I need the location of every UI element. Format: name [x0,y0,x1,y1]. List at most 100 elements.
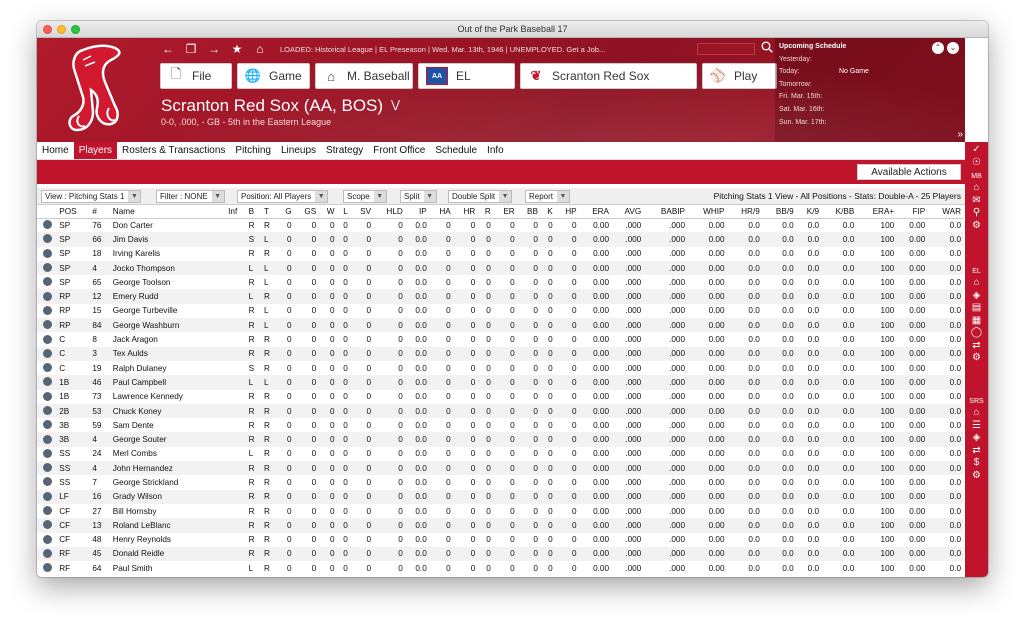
column-header[interactable]: BB [516,205,540,219]
column-header[interactable]: G [277,205,294,219]
menu-front-office[interactable]: Front Office [373,145,426,156]
cell-name[interactable]: Paul Campbell [110,375,227,390]
player-status-icon[interactable] [42,506,52,516]
column-header[interactable]: K/9 [795,205,822,219]
column-header[interactable]: HLD [373,205,405,219]
table-row[interactable]: SP 66 Jim Davis S L 0 0 0 0 0 0 0.0 0 0 0 0 0 0 0 0.00.000.… [37,232,963,247]
player-status-icon[interactable] [42,491,52,501]
menu-players[interactable]: Players [73,142,118,159]
zoom-window-button[interactable] [71,25,80,34]
table-row[interactable]: RF 64 Paul Smith L R 0 0 0 0 0 0 0.0 0 0 0 0 0 0 0 0.00.000… [37,561,963,575]
cell-name[interactable]: Tex Aulds [110,346,227,361]
table-row[interactable]: SP 4 Jocko Thompson L L 0 0 0 0 0 0 0.0 0 0 0 0 0 0 0 0.00.… [37,260,963,276]
chevron-down-icon[interactable]: ⋁ [391,99,401,111]
table-row[interactable]: 1B 73 Lawrence Kennedy R R 0 0 0 0 0 0 0.0 0 0 0 0 0 0 0 0.… [37,390,963,404]
column-header[interactable]: HR/9 [726,205,762,219]
cell-name[interactable]: Jocko Thompson [110,260,227,276]
column-header[interactable]: B [246,205,262,219]
forward-arrow-icon[interactable]: → [208,42,220,56]
check-icon[interactable]: ✓ [972,144,981,155]
cell-name[interactable]: John Hernandez [110,461,227,476]
table-row[interactable]: 1B 46 Paul Campbell L L 0 0 0 0 0 0 0.0 0 0 0 0 0 0 0 0.00.… [37,375,963,390]
league-button[interactable]: AA EL [418,63,515,89]
table-row[interactable]: C 19 Ralph Dulaney S R 0 0 0 0 0 0 0.0 0 0 0 0 0 0 0 0.00.0… [37,361,963,375]
copy-icon[interactable]: ❐ [185,42,197,56]
player-status-icon[interactable] [42,248,52,258]
column-header[interactable]: R [477,205,493,219]
player-status-icon[interactable] [42,291,52,301]
player-status-icon[interactable] [42,420,52,430]
home-icon[interactable]: ⌂ [973,277,980,288]
table-row[interactable]: C 8 Jack Aragon R R 0 0 0 0 0 0 0.0 0 0 0 0 0 0 0 0.00.000.… [37,332,963,346]
player-status-icon[interactable] [42,520,52,530]
star-icon[interactable]: ★ [231,42,243,56]
chevron-up-icon[interactable]: ⌃ [932,42,944,54]
minimize-window-button[interactable] [57,25,66,34]
cell-name[interactable]: George Souter [110,432,227,447]
swap-icon[interactable]: ⇄ [972,444,981,456]
menu-info[interactable]: Info [487,145,504,156]
table-row[interactable]: 3B 59 Sam Dente R R 0 0 0 0 0 0 0.0 0 0 0 0 0 0 0 0.00.000.… [37,418,963,432]
column-header[interactable]: HA [428,205,453,219]
player-status-icon[interactable] [42,348,52,358]
column-header[interactable]: WHIP [687,205,727,219]
cell-name[interactable]: Sam Dente [112,420,154,430]
column-header[interactable]: L [336,205,350,219]
column-header[interactable]: # [90,205,111,219]
scope-dropdown[interactable]: Scope ▼ [343,190,387,203]
column-header[interactable]: GS [293,205,319,219]
column-header[interactable]: ERA [578,205,612,219]
cell-name[interactable]: Donald Reidle [110,546,227,562]
player-status-icon[interactable] [42,563,52,573]
column-header[interactable]: ER [492,205,517,219]
dollar-icon[interactable]: $ [973,457,980,468]
menu-strategy[interactable]: Strategy [326,145,364,156]
table-row[interactable]: RP 12 Emery Rudd L R 0 0 0 0 0 0 0.0 0 0 0 0 0 0 0 0.00.000… [37,289,963,304]
player-status-icon[interactable] [42,363,52,373]
cell-name[interactable]: Chuck Koney [110,403,227,419]
collapse-icon[interactable]: » [957,129,963,141]
table-row[interactable]: SP 18 Irving Karelis R R 0 0 0 0 0 0 0.0 0 0 0 0 0 0 0 0.00… [37,247,963,261]
player-status-icon[interactable] [42,234,52,244]
play-button[interactable]: ⚾ Play [702,63,777,89]
player-status-icon[interactable] [42,463,52,473]
home-icon[interactable]: ⌂ [973,182,980,193]
cell-name[interactable]: George Turbeville [112,306,178,316]
menu-pitching[interactable]: Pitching [235,145,271,156]
column-header[interactable]: IP [404,205,429,219]
view-dropdown[interactable]: View : Pitching Stats 1 ▼ [41,190,142,203]
column-header[interactable]: SV [349,205,374,219]
cell-name[interactable]: Grady Wilson [110,489,227,504]
file-button[interactable]: 🗋 File [160,63,232,89]
table-row[interactable]: 2B 53 Chuck Koney R R 0 0 0 0 0 0 0.0 0 0 0 0 0 0 0 0.00.00… [37,403,963,419]
column-header[interactable]: Name [110,205,227,219]
column-header[interactable]: Inf [226,205,247,219]
gear-icon[interactable]: ⚙ [972,469,981,481]
search-icon[interactable]: ⚲ [972,207,981,218]
menu-home[interactable]: Home [42,145,69,156]
team-title[interactable]: Scranton Red Sox (AA, BOS) ⋁ [161,96,400,116]
home-icon[interactable]: ⌂ [973,407,980,418]
double-split-dropdown[interactable]: Double Split ▼ [448,190,513,203]
column-header[interactable]: HR [452,205,478,219]
player-status-icon[interactable] [42,434,52,444]
gear-icon[interactable]: ⚙ [972,352,981,363]
cell-name[interactable]: Merl Combs [112,449,157,459]
split-dropdown[interactable]: Split ▼ [400,190,437,203]
table-row[interactable]: CF 13 Roland LeBlanc R R 0 0 0 0 0 0 0.0 0 0 0 0 0 0 0 0.00… [37,518,963,533]
column-header[interactable]: K [539,205,555,219]
cell-name[interactable]: Irving Karelis [112,249,161,259]
column-header[interactable]: AVG [611,205,644,219]
column-header[interactable]: BB/9 [761,205,796,219]
baseball-icon[interactable]: ◯ [970,327,983,338]
player-status-icon[interactable] [42,305,52,315]
table-row[interactable]: LF 16 Grady Wilson R R 0 0 0 0 0 0 0.0 0 0 0 0 0 0 0 0.00.0… [37,489,963,504]
player-status-icon[interactable] [42,320,52,330]
player-status-icon[interactable] [42,277,52,287]
team-button[interactable]: ❦ Scranton Red Sox [520,63,697,89]
table-row[interactable]: CF 48 Henry Reynolds R R 0 0 0 0 0 0 0.0 0 0 0 0 0 0 0 0.00… [37,533,963,547]
major-baseball-button[interactable]: ⌂ M. Baseball [315,63,413,89]
report-dropdown[interactable]: Report ▼ [525,190,571,203]
column-header[interactable]: K/BB [821,205,857,219]
game-button[interactable]: 🌐 Game [237,63,310,89]
